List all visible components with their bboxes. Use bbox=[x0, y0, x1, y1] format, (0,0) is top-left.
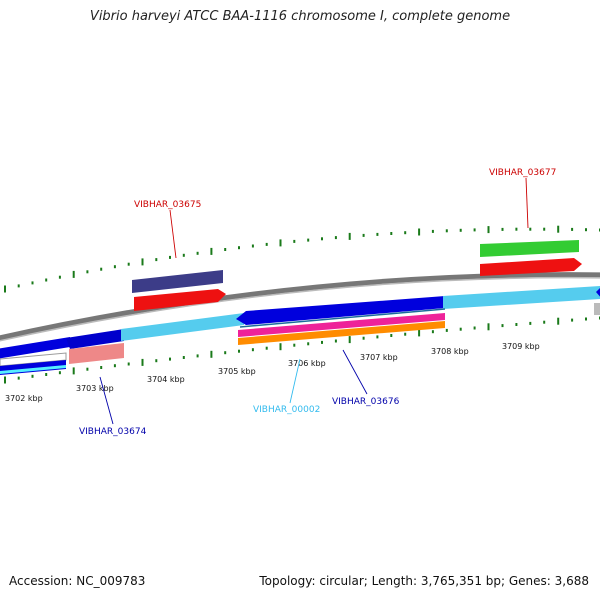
scale-label: 3709 kbp bbox=[502, 342, 540, 351]
gene-feature-green[interactable] bbox=[480, 240, 579, 257]
callout-line bbox=[169, 209, 177, 259]
cds-forward-band[interactable] bbox=[121, 313, 244, 341]
callout-line bbox=[99, 376, 114, 425]
callout-line bbox=[342, 349, 368, 395]
gene-label-vibhar-03675[interactable]: VIBHAR_03675 bbox=[134, 200, 201, 210]
gene-feature-red[interactable] bbox=[134, 289, 226, 311]
scale-label: 3707 kbp bbox=[360, 353, 398, 362]
cds-arrow[interactable] bbox=[0, 337, 70, 360]
scale-label: 3703 kbp bbox=[76, 384, 114, 393]
gene-feature-red[interactable] bbox=[480, 258, 582, 276]
genome-backbone-highlight bbox=[0, 276, 600, 342]
scale-label: 3705 kbp bbox=[218, 367, 256, 376]
gene-feature-salmon[interactable] bbox=[69, 343, 124, 364]
cds-arrow-tip[interactable] bbox=[596, 286, 600, 299]
gene-label-vibhar-03674[interactable]: VIBHAR_03674 bbox=[79, 427, 147, 437]
gene-feature-edge[interactable] bbox=[594, 303, 600, 315]
cds-arrow-large[interactable] bbox=[236, 296, 445, 325]
callout-line bbox=[289, 358, 301, 404]
genome-summary-text: Topology: circular; Length: 3,765,351 bp… bbox=[259, 574, 589, 588]
genome-backbone bbox=[0, 272, 600, 341]
cds-forward-band[interactable] bbox=[443, 286, 600, 309]
gene-label-vibhar-03676[interactable]: VIBHAR_03676 bbox=[332, 397, 400, 407]
gene-feature-cyan[interactable] bbox=[0, 365, 66, 374]
scale-label: 3704 kbp bbox=[147, 375, 185, 384]
scale-label: 3706 kbp bbox=[288, 359, 326, 368]
gene-feature-pink[interactable] bbox=[238, 313, 445, 337]
outer-tick-ring bbox=[4, 225, 600, 293]
callout-line bbox=[525, 177, 529, 229]
gene-feature-orange[interactable] bbox=[238, 321, 445, 345]
scale-label: 3708 kbp bbox=[431, 347, 469, 356]
gene-label-vibhar-03677[interactable]: VIBHAR_03677 bbox=[489, 168, 556, 178]
gene-label-vibhar-00002[interactable]: VIBHAR_00002 bbox=[253, 405, 320, 415]
inner-tick-ring bbox=[4, 316, 600, 384]
accession-text: Accession: NC_009783 bbox=[9, 574, 146, 588]
cds-arrow[interactable] bbox=[66, 329, 124, 349]
map-title: Vibrio harveyi ATCC BAA-1116 chromosome … bbox=[89, 9, 511, 24]
scale-label: 3702 kbp bbox=[5, 394, 43, 403]
gene-feature-purple[interactable] bbox=[132, 270, 223, 293]
cds-track-shadow bbox=[239, 308, 446, 328]
